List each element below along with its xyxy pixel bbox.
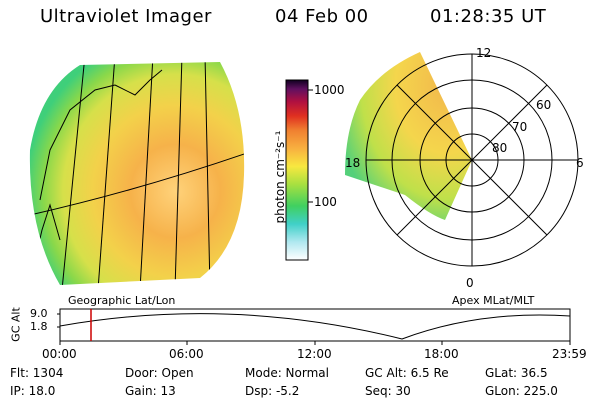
colorbar-unit-label: photon cm⁻²s⁻¹: [273, 107, 287, 247]
instrument-title: Ultraviolet Imager: [40, 6, 212, 27]
mlt-label-0: 0: [466, 276, 474, 290]
altitude-ytick-1-8: 1.8: [30, 320, 48, 333]
status-sequence: Seq: 30: [365, 384, 411, 398]
status-door: Door: Open: [125, 366, 194, 380]
lat-label-60: 60: [536, 98, 551, 112]
altitude-plot: [57, 309, 570, 345]
lat-label-80: 80: [492, 141, 507, 155]
altitude-ytick-9: 9.0: [30, 307, 48, 320]
altitude-ylabel: GC Alt: [10, 305, 23, 345]
time-tick-2359: 23:59: [552, 347, 587, 361]
right-panel-caption: Apex MLat/MLT: [452, 294, 534, 307]
time-tick-1200: 12:00: [297, 347, 332, 361]
status-gc-altitude: GC Alt: 6.5 Re: [365, 366, 449, 380]
polar-plot: [345, 52, 578, 266]
status-dsp: Dsp: -5.2: [245, 384, 299, 398]
mlt-label-18: 18: [345, 156, 360, 170]
left-panel-caption: Geographic Lat/Lon: [68, 294, 175, 307]
observation-time: 01:28:35 UT: [430, 6, 546, 27]
status-gain: Gain: 13: [125, 384, 176, 398]
colorbar-tick-1000: 1000: [314, 83, 345, 97]
colorbar: [286, 80, 313, 260]
earth-disk: [30, 55, 250, 290]
lat-label-70: 70: [512, 120, 527, 134]
observation-date: 04 Feb 00: [275, 6, 369, 27]
colorbar-tick-100: 100: [314, 195, 337, 209]
status-ip: IP: 18.0: [10, 384, 55, 398]
time-tick-1800: 18:00: [424, 347, 459, 361]
status-geographic-longitude: GLon: 225.0: [485, 384, 558, 398]
time-tick-0000: 00:00: [42, 347, 77, 361]
time-tick-0600: 06:00: [169, 347, 204, 361]
mlt-label-6: 6: [576, 156, 584, 170]
status-flight: Flt: 1304: [10, 366, 63, 380]
status-geographic-latitude: GLat: 36.5: [485, 366, 548, 380]
mlt-label-12: 12: [476, 46, 491, 60]
status-mode: Mode: Normal: [245, 366, 329, 380]
